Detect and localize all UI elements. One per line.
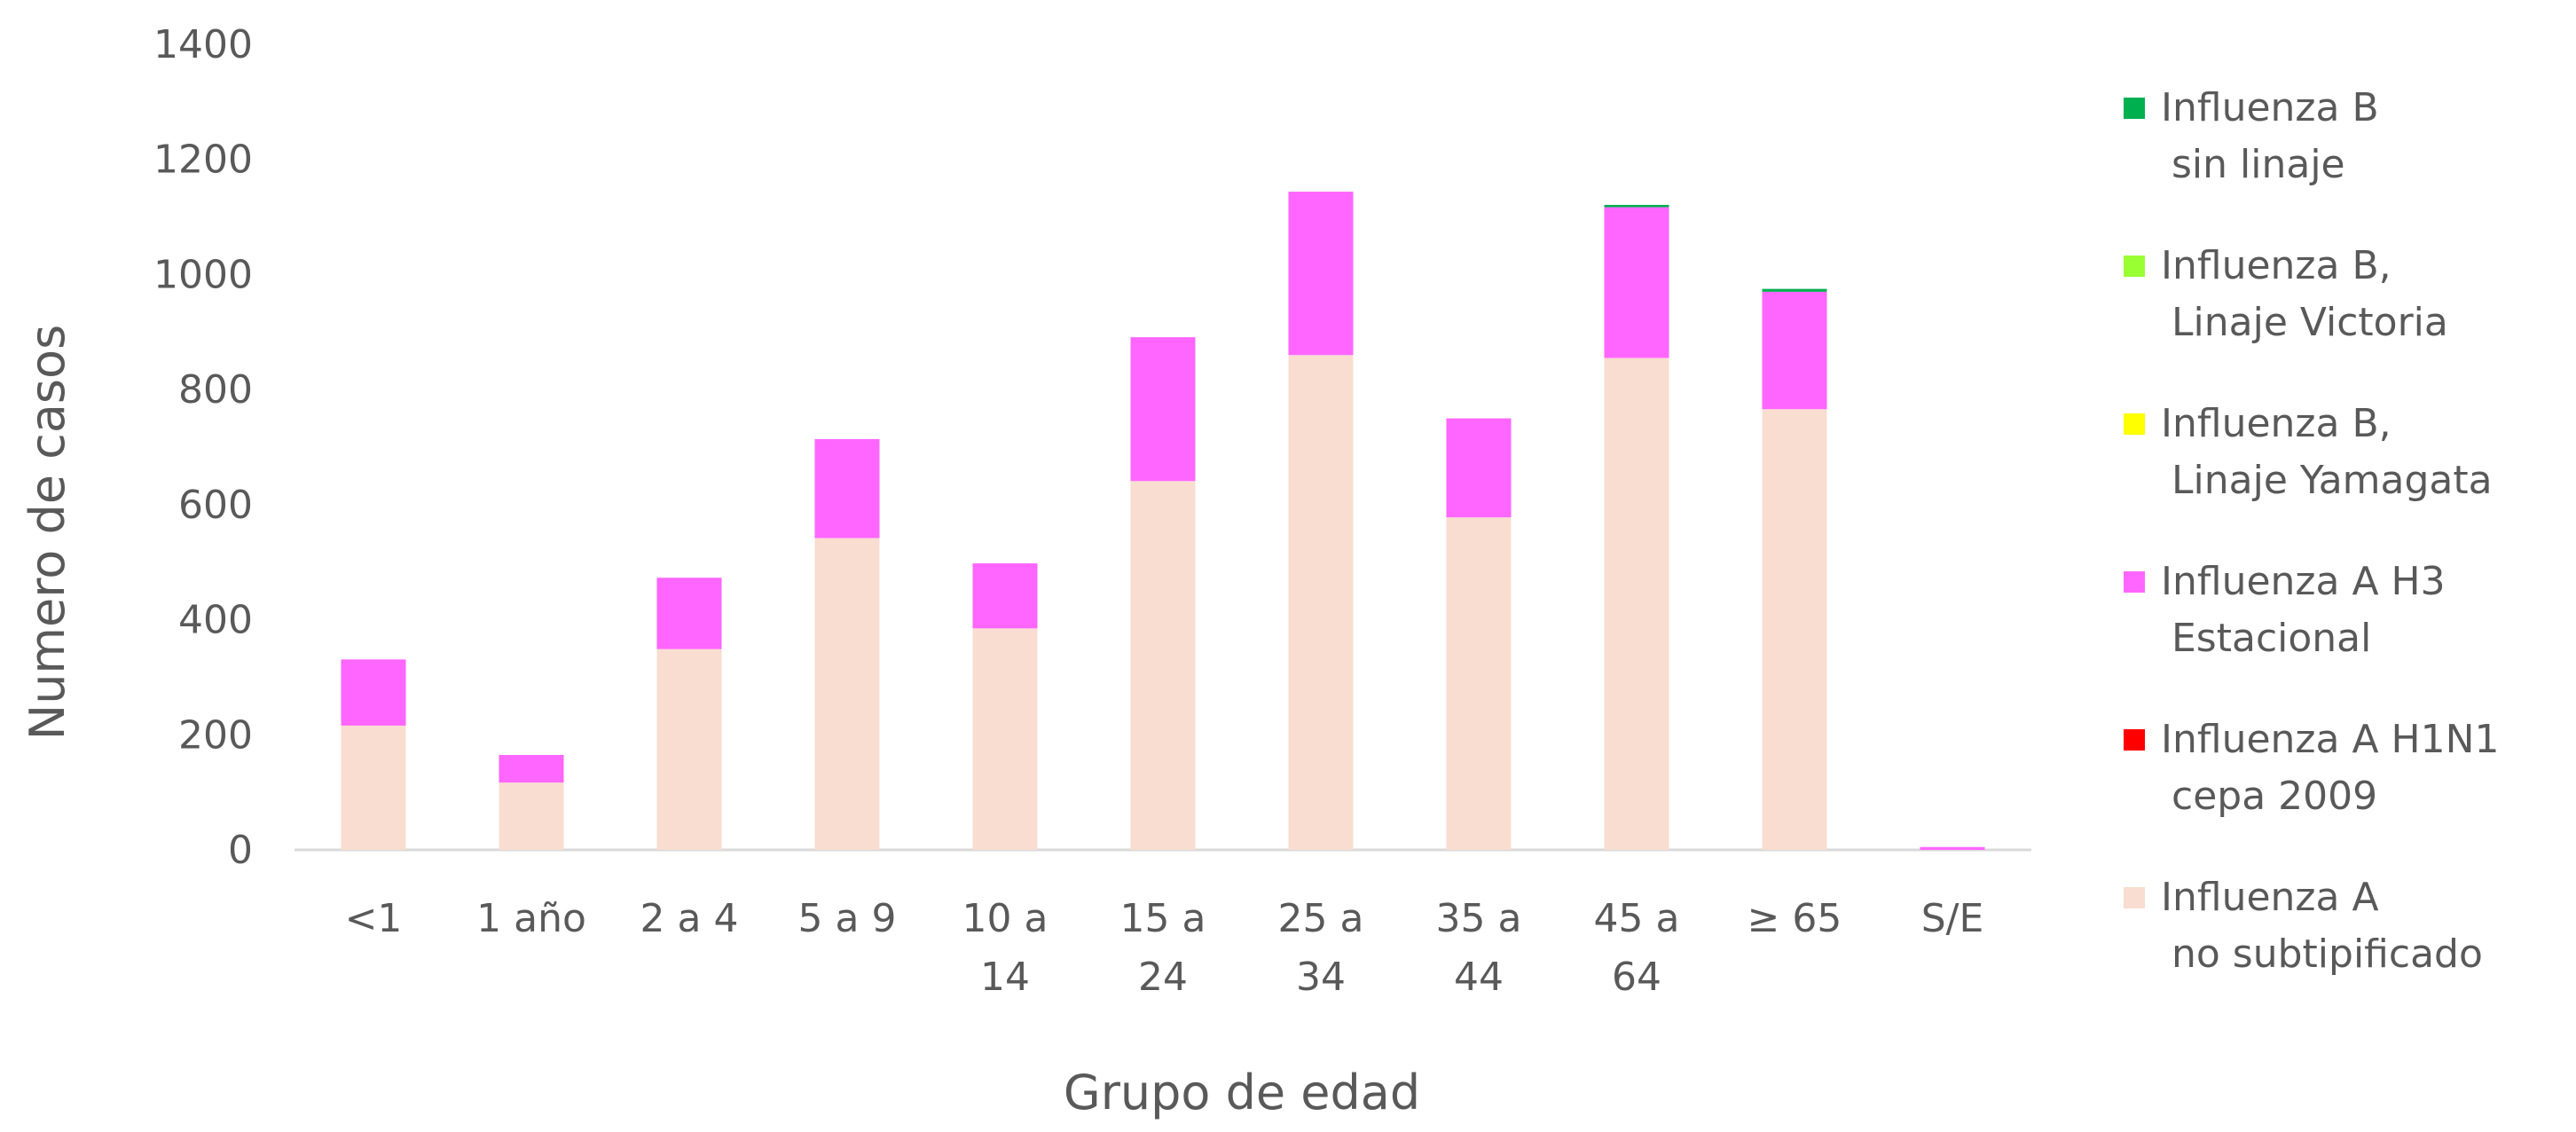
legend-item: Influenza A H1N1 cepa 2009 — [2124, 711, 2567, 869]
bar-segment — [499, 782, 564, 850]
x-tick-label: 2 a 4 — [640, 896, 739, 941]
bar-segment — [1604, 207, 1669, 358]
x-tick-label: 35 a 44 — [1436, 896, 1522, 1000]
x-tick-label: 5 a 9 — [798, 896, 897, 941]
bar-segment — [1130, 481, 1196, 850]
y-tick-label: 200 — [178, 712, 253, 758]
bar-segment — [972, 563, 1038, 629]
y-tick-label: 1000 — [153, 252, 253, 297]
bar-segment — [814, 438, 880, 538]
legend-swatch — [2124, 729, 2145, 751]
legend-label: Influenza B, Linaje Yamagata — [2161, 401, 2493, 503]
y-tick-label: 800 — [178, 367, 253, 413]
legend-swatch — [2124, 571, 2145, 593]
bar-segment — [1604, 204, 1669, 208]
legend-label: Influenza A H1N1 cepa 2009 — [2161, 717, 2500, 819]
chart-canvas: 0 200 400 600 800 1000 1200 1400 <1 1 año 2 a 4 5 … — [20, 22, 2031, 1120]
x-tick-label: 15 a 24 — [1120, 896, 1206, 1000]
bar-segment — [1288, 192, 1354, 356]
x-tick-label: 25 a 34 — [1278, 896, 1364, 1000]
bar-segment — [1446, 517, 1512, 850]
y-tick-label: 1400 — [153, 22, 253, 67]
x-tick-label: 45 a 64 — [1594, 896, 1680, 1000]
y-tick-label: 0 — [228, 828, 253, 873]
y-axis-title: Numero de casos — [20, 325, 75, 740]
bar-segment — [341, 659, 406, 726]
legend-swatch — [2124, 98, 2145, 119]
bar-segment — [1762, 409, 1827, 850]
legend-item: Influenza B, Linaje Yamagata — [2124, 396, 2567, 554]
bar-segment — [499, 754, 564, 783]
bar-segment — [1920, 846, 1985, 850]
bar-segment — [1762, 291, 1827, 410]
bars — [341, 192, 1985, 850]
x-tick-label: <1 — [345, 896, 403, 941]
y-tick-label: 600 — [178, 483, 253, 528]
x-tick-label: S/E — [1921, 896, 1984, 941]
y-axis-ticks: 0 200 400 600 800 1000 1200 1400 — [153, 22, 253, 873]
legend-swatch — [2124, 413, 2145, 435]
x-tick-label: 1 año — [476, 896, 586, 941]
legend-item: Influenza B, Linaje Victoria — [2124, 238, 2567, 396]
bar-segment — [1130, 337, 1196, 482]
bar-segment — [341, 725, 406, 850]
y-tick-label: 1200 — [153, 138, 253, 183]
bar-segment — [1762, 288, 1827, 292]
legend-swatch — [2124, 887, 2145, 908]
bar-segment — [656, 649, 722, 850]
bar-segment — [656, 578, 722, 649]
legend-swatch — [2124, 255, 2145, 277]
x-axis-title: Grupo de edad — [1064, 1065, 1420, 1120]
legend-item: Influenza A H3 Estacional — [2124, 554, 2567, 711]
x-tick-label: 10 a 14 — [962, 896, 1048, 1000]
y-tick-label: 400 — [178, 598, 253, 643]
bar-segment — [972, 628, 1038, 850]
legend-label: Influenza A H3 Estacional — [2161, 559, 2446, 661]
bar-segment — [1446, 418, 1512, 518]
legend-label: Influenza B, Linaje Victoria — [2161, 243, 2448, 345]
bar-segment — [1288, 355, 1354, 850]
bar-segment — [1604, 358, 1669, 850]
bar-segment — [814, 538, 880, 850]
x-tick-label: ≥ 65 — [1747, 896, 1842, 941]
